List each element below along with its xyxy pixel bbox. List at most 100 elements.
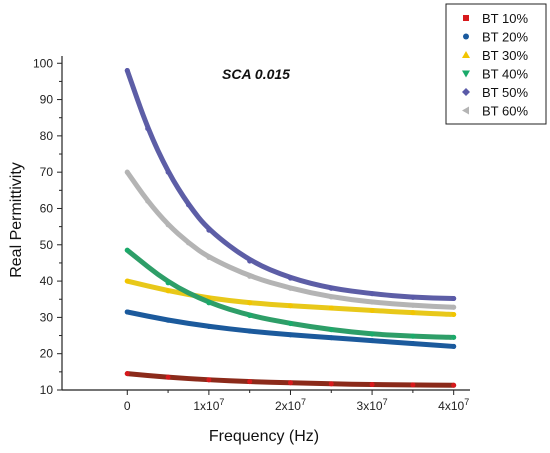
data-point xyxy=(124,169,130,175)
x-tick-label: 4x107 xyxy=(438,397,469,413)
data-point xyxy=(165,222,171,228)
series-1 xyxy=(124,371,457,388)
legend-marker-circle-icon xyxy=(463,33,469,40)
data-point xyxy=(165,317,171,323)
y-tick-label: 90 xyxy=(40,93,54,107)
data-point xyxy=(185,202,191,208)
data-point xyxy=(410,382,416,388)
data-point xyxy=(124,247,130,253)
data-point xyxy=(247,300,253,306)
x-tick-label: 1x107 xyxy=(193,397,224,413)
data-point xyxy=(124,309,130,315)
series-4 xyxy=(124,247,457,340)
data-point xyxy=(206,254,212,260)
data-point xyxy=(206,377,212,383)
data-point xyxy=(410,341,416,347)
legend-marker-triangle-left-icon xyxy=(462,106,469,115)
data-point xyxy=(451,382,457,388)
y-tick-label: 40 xyxy=(40,274,54,288)
y-tick-label: 30 xyxy=(40,310,54,324)
data-point xyxy=(206,323,212,329)
data-point xyxy=(410,310,416,316)
y-tick-label: 20 xyxy=(40,347,54,361)
data-point xyxy=(369,299,375,305)
legend-label: BT 50% xyxy=(482,85,528,100)
y-tick-label: 100 xyxy=(33,56,53,70)
legend-marker-triangle-up-icon xyxy=(462,51,470,58)
legend-label: BT 60% xyxy=(482,104,528,119)
series-6 xyxy=(124,169,457,310)
data-point xyxy=(287,380,293,386)
data-point xyxy=(451,343,457,349)
data-point xyxy=(145,126,151,132)
series-2 xyxy=(124,309,457,349)
data-point xyxy=(369,338,375,344)
data-point xyxy=(328,285,334,291)
y-tick-label: 60 xyxy=(40,201,54,215)
x-tick-label: 2x107 xyxy=(275,397,306,413)
data-point xyxy=(206,300,212,306)
series-layer xyxy=(124,68,457,388)
data-point xyxy=(451,296,457,302)
series-line xyxy=(124,68,457,302)
data-point xyxy=(247,313,253,319)
data-point xyxy=(206,227,212,233)
x-axis-title: Frequency (Hz) xyxy=(209,428,319,445)
chart-annotation: SCA 0.015 xyxy=(222,66,290,82)
data-point xyxy=(410,294,416,300)
data-point xyxy=(165,280,171,286)
data-point xyxy=(369,382,375,388)
data-point xyxy=(124,278,130,284)
y-tick-label: 10 xyxy=(40,383,54,397)
data-point xyxy=(369,307,375,313)
data-point xyxy=(247,258,253,264)
data-point xyxy=(247,328,253,334)
legend: BT 10% BT 20% BT 30% BT 40% BT 50% BT 60% xyxy=(445,3,547,125)
data-point xyxy=(287,332,293,338)
data-point xyxy=(247,273,253,279)
series-5 xyxy=(124,68,457,302)
data-point xyxy=(328,335,334,341)
y-tick-label: 50 xyxy=(40,238,54,252)
data-point xyxy=(287,303,293,309)
legend-marker-triangle-down-icon xyxy=(462,70,470,78)
data-point xyxy=(410,302,416,308)
x-tick-label: 0 xyxy=(124,399,131,413)
legend-label: BT 10% xyxy=(482,11,528,26)
data-point xyxy=(410,333,416,339)
y-tick-label: 80 xyxy=(40,129,54,143)
data-point xyxy=(165,169,171,175)
axes: 10 20 30 40 50 60 70 80 90 100 0 1x107 2x107 3x107 4x1… xyxy=(33,56,470,413)
y-axis-title: Real Permittivity xyxy=(8,162,25,278)
data-point xyxy=(165,374,171,380)
data-point xyxy=(124,371,130,377)
data-point xyxy=(369,331,375,337)
data-point xyxy=(328,327,334,333)
data-point xyxy=(328,294,334,300)
legend-box xyxy=(445,3,547,125)
series-line xyxy=(124,309,457,349)
data-point xyxy=(451,334,457,340)
data-point xyxy=(145,198,151,204)
data-point xyxy=(287,275,293,281)
series-3 xyxy=(124,278,457,317)
data-point xyxy=(185,240,191,246)
y-tick-label: 70 xyxy=(40,165,54,179)
data-point xyxy=(165,288,171,294)
x-tick-label: 3x107 xyxy=(357,397,388,413)
legend-label: BT 40% xyxy=(482,67,528,82)
legend-label: BT 20% xyxy=(482,30,528,45)
legend-marker-square-icon xyxy=(463,15,469,21)
data-point xyxy=(451,304,457,310)
data-point xyxy=(124,68,130,74)
data-point xyxy=(247,379,253,385)
data-point xyxy=(451,311,457,317)
legend-label: BT 30% xyxy=(482,48,528,63)
legend-marker-diamond-icon xyxy=(462,88,470,96)
data-point xyxy=(328,381,334,387)
data-point xyxy=(369,291,375,297)
data-point xyxy=(287,321,293,327)
data-point xyxy=(287,285,293,291)
data-point xyxy=(328,305,334,311)
